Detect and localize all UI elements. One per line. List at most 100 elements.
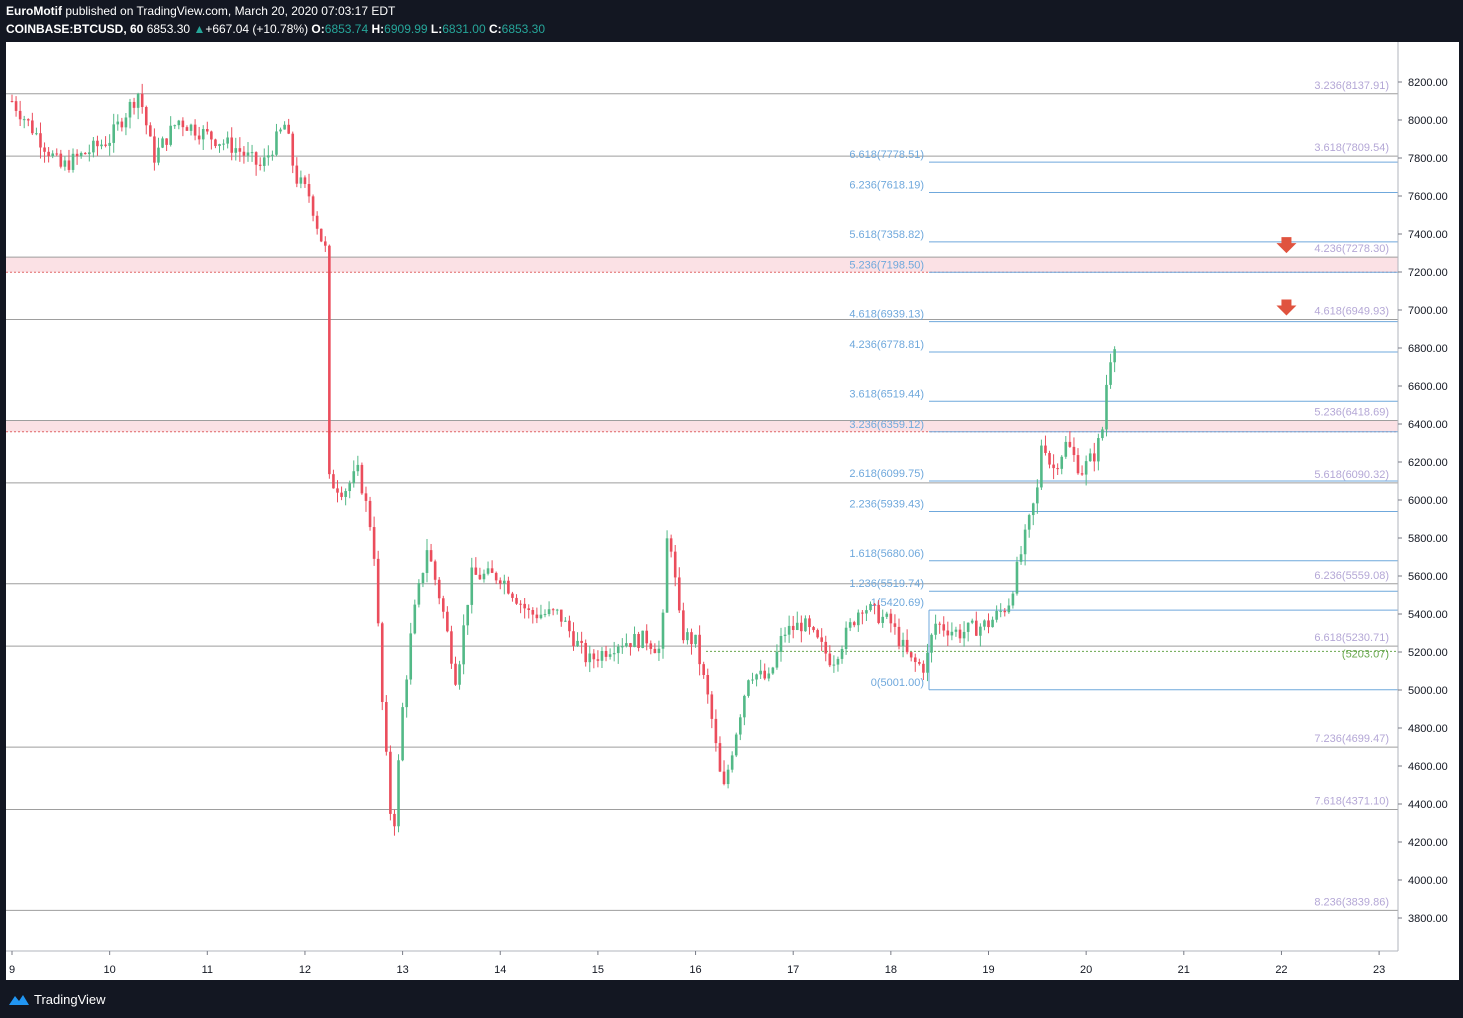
candle-down	[584, 642, 587, 663]
candle-down	[307, 184, 311, 197]
candle-down	[1048, 452, 1051, 465]
chart-area[interactable]: 3.236(8137.91) 3.618(7809.54) 4.236(7278.3…	[6, 42, 1459, 980]
candle-down	[39, 133, 42, 148]
candle-down	[287, 124, 290, 134]
candle-up	[1084, 461, 1088, 475]
candle-down	[690, 632, 693, 645]
fib-level-label: 5.618(7358.82)	[849, 229, 924, 241]
candle-down	[649, 643, 653, 649]
candle-up	[901, 639, 905, 647]
candle-up	[1101, 429, 1104, 439]
candle-down	[1056, 468, 1059, 470]
candle-down	[852, 622, 856, 626]
candle-down	[527, 608, 531, 611]
candle-up	[79, 153, 83, 157]
candle-up	[279, 129, 282, 132]
candle-down	[808, 618, 811, 628]
time-tick-label: 16	[689, 964, 701, 976]
candle-down	[702, 664, 705, 675]
candle-down	[698, 634, 701, 665]
candle-up	[979, 626, 982, 636]
candle-down	[340, 492, 343, 497]
candle-down	[511, 593, 514, 598]
candle-down	[165, 138, 168, 145]
candle-up	[600, 650, 604, 661]
price-tick-label: 5600.00	[1408, 571, 1448, 583]
candle-down	[1076, 455, 1080, 474]
price-tick-label: 6800.00	[1408, 343, 1448, 355]
candle-down	[535, 614, 539, 619]
candle-down	[31, 120, 34, 134]
candle-down	[441, 598, 445, 612]
price-chart[interactable]: 3.236(8137.91) 3.618(7809.54) 4.236(7278.3…	[6, 42, 1459, 980]
candle-up	[1097, 438, 1100, 462]
candle-up	[116, 121, 120, 125]
candle-up	[218, 144, 221, 147]
close-value: 6853.30	[501, 22, 546, 36]
fib-level-label: 1.618(5680.06)	[849, 548, 924, 560]
candle-down	[812, 627, 815, 631]
candle-up	[250, 152, 254, 154]
price-tick-label: 6000.00	[1408, 495, 1448, 507]
candle-down	[43, 147, 46, 152]
candle-up	[686, 632, 689, 641]
published-text: published on TradingView.com, March 20, …	[65, 4, 396, 18]
candle-up	[625, 643, 628, 647]
candle-up	[641, 630, 644, 648]
candle-up	[136, 93, 140, 108]
candle-up	[417, 583, 421, 605]
candle-down	[311, 196, 315, 216]
fib-level-label: 1(5420.69)	[871, 597, 924, 609]
tradingview-logo-icon[interactable]	[8, 992, 30, 1006]
candle-up	[222, 143, 225, 145]
down-arrow-icon	[1276, 237, 1297, 254]
tradingview-brand[interactable]: TradingView	[34, 992, 106, 1007]
candle-up	[275, 131, 278, 155]
fib-level-label: 1.236(5519.74)	[849, 578, 924, 590]
candle-up	[1023, 529, 1027, 555]
candle-down	[918, 662, 921, 664]
candle-down	[515, 597, 518, 604]
candle-down	[889, 613, 893, 624]
fib-level-label: 4.618(6939.13)	[849, 309, 924, 321]
price-tick-label: 7000.00	[1408, 305, 1448, 317]
candle-up	[246, 152, 250, 156]
candle-down	[144, 107, 148, 126]
candle-down	[364, 493, 368, 501]
candle-down	[230, 137, 234, 153]
horizontal-level-label: 3.236(8137.91)	[1314, 80, 1389, 92]
candle-down	[828, 653, 832, 666]
open-value: 6853.74	[324, 22, 369, 36]
high-label: H:	[371, 22, 385, 36]
time-tick-label: 10	[104, 964, 116, 976]
candle-down	[572, 631, 575, 647]
candle-down	[974, 620, 978, 636]
price-tick-label: 7200.00	[1408, 267, 1448, 279]
candle-down	[507, 580, 510, 594]
candle-down	[718, 743, 722, 772]
up-triangle-icon: ▲	[193, 22, 206, 36]
candle-down	[47, 151, 50, 157]
candle-down	[596, 659, 600, 661]
candle-up	[462, 625, 465, 665]
candle-up	[783, 634, 787, 636]
price-axis	[1398, 42, 1459, 980]
candle-up	[836, 658, 840, 665]
author-name[interactable]: EuroMotif	[6, 4, 62, 18]
candle-down	[197, 135, 201, 140]
candle-up	[608, 654, 612, 657]
candle-up	[954, 629, 958, 632]
candle-up	[173, 125, 177, 127]
candle-up	[1064, 441, 1068, 457]
candle-down	[946, 630, 950, 636]
candle-down	[909, 652, 913, 658]
price-tick-label: 7600.00	[1408, 191, 1448, 203]
candle-down	[714, 718, 718, 744]
candle-up	[401, 707, 404, 761]
candle-up	[22, 119, 26, 121]
candle-up	[991, 619, 994, 628]
horizontal-level-label: 4.236(7278.30)	[1314, 243, 1389, 255]
fib-level-label: 2.236(5939.43)	[849, 499, 924, 511]
time-tick-label: 13	[396, 964, 408, 976]
horizontal-level-label: 5.236(6418.69)	[1314, 406, 1389, 418]
